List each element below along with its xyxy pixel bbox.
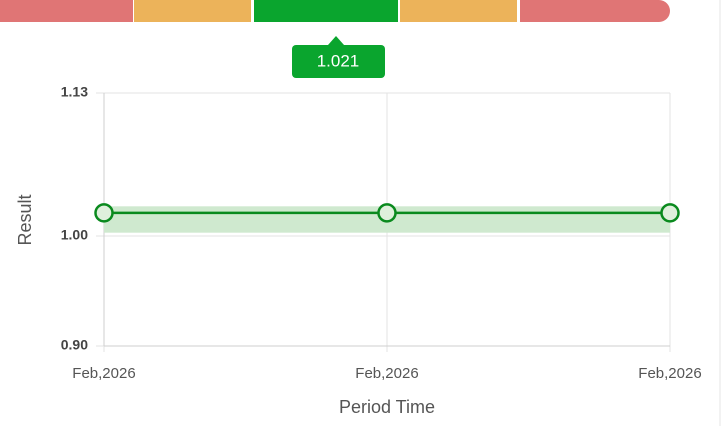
value-badge: 1.021 <box>292 36 385 78</box>
gauge-segment <box>520 0 670 22</box>
gauge-segment <box>400 0 517 22</box>
x-tick-label: Feb,2026 <box>355 365 418 382</box>
data-point <box>660 203 680 223</box>
gauge-segment <box>134 0 251 22</box>
data-point <box>377 203 397 223</box>
x-tick-label: Feb,2026 <box>72 365 135 382</box>
gauge-segment <box>254 0 398 22</box>
badge-pointer <box>328 36 344 45</box>
range-gauge <box>0 0 670 22</box>
y-axis-label: Result <box>15 194 35 245</box>
badge-text: 1.021 <box>317 51 360 70</box>
y-tick-label: 0.90 <box>61 337 88 353</box>
y-tick-label: 1.13 <box>61 84 88 100</box>
data-point <box>94 203 114 223</box>
badge-box <box>292 45 385 78</box>
gauge-segment <box>0 0 133 22</box>
y-tick-label: 1.00 <box>61 227 88 243</box>
x-axis-label: Period Time <box>339 397 435 417</box>
x-tick-label: Feb,2026 <box>638 365 701 382</box>
